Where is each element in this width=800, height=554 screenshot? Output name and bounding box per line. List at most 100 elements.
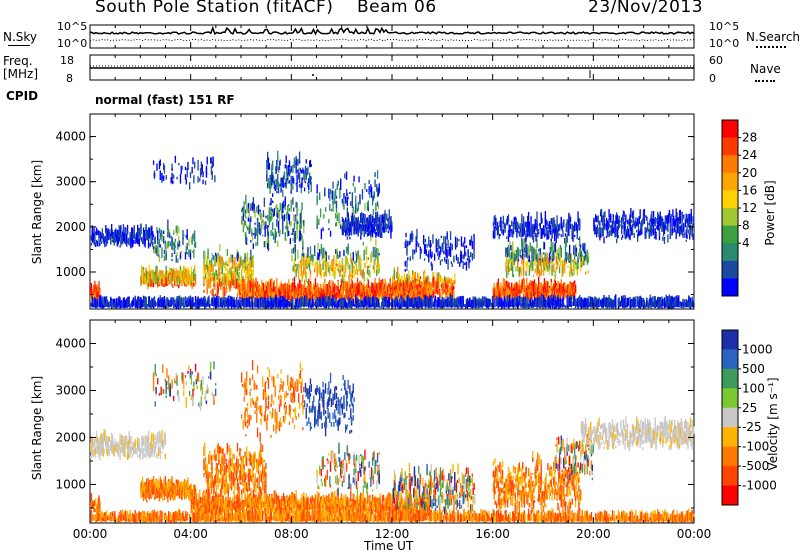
- power-mark: [356, 222, 359, 230]
- power-mark: [241, 284, 243, 292]
- power-mark: [537, 264, 539, 273]
- power-mark: [412, 274, 414, 280]
- power-mark: [177, 274, 179, 279]
- power-mark: [514, 249, 516, 253]
- power-mark: [188, 238, 190, 247]
- power-mark: [364, 203, 366, 211]
- power-mark: [497, 278, 500, 290]
- power-mark: [544, 282, 547, 293]
- power-mark: [284, 287, 286, 296]
- power-mark: [511, 229, 513, 233]
- power-mark: [245, 259, 247, 267]
- power-mark: [375, 241, 377, 246]
- power-mark: [376, 186, 379, 197]
- power-mark: [394, 291, 396, 299]
- power-mark: [209, 259, 211, 265]
- power-mark: [253, 281, 255, 291]
- power-mark: [112, 233, 115, 243]
- power-mark: [643, 208, 646, 218]
- power-mark: [377, 282, 380, 289]
- power-mark: [288, 204, 290, 207]
- power-mark: [507, 234, 510, 242]
- power-mark: [403, 272, 406, 283]
- power-mark: [356, 251, 359, 260]
- power-mark: [246, 264, 249, 272]
- power-mark: [361, 212, 363, 220]
- power-mark: [515, 266, 517, 272]
- power-panel: [89, 113, 695, 310]
- power-mark: [271, 288, 273, 292]
- power-mark: [243, 201, 245, 210]
- power-mark: [515, 282, 517, 289]
- power-mark: [238, 263, 240, 271]
- power-mark: [117, 300, 120, 308]
- power-mark: [107, 302, 109, 308]
- power-mark: [540, 228, 542, 239]
- power-mark: [324, 254, 327, 265]
- power-mark: [509, 227, 511, 232]
- power-mark: [163, 162, 165, 170]
- power-mark: [226, 249, 229, 257]
- power-mark: [381, 292, 383, 297]
- power-mark: [299, 287, 302, 297]
- power-mark: [372, 265, 375, 270]
- power-mark: [391, 224, 393, 232]
- power-mark: [160, 273, 162, 284]
- power-mark: [185, 278, 187, 284]
- power-mark: [307, 251, 309, 256]
- power-mark: [561, 263, 563, 274]
- power-mark: [314, 245, 316, 257]
- power-mark: [528, 255, 531, 263]
- power-mark: [331, 294, 333, 298]
- power-mark: [242, 284, 245, 291]
- power-mark: [142, 240, 144, 245]
- power-mark: [303, 261, 305, 268]
- power-mark: [318, 218, 320, 224]
- power-mark: [618, 221, 620, 229]
- power-mark: [376, 247, 378, 259]
- power-mark: [548, 230, 551, 233]
- power-mark: [373, 228, 375, 233]
- power-mark: [546, 220, 548, 227]
- power-mark: [441, 277, 443, 285]
- power-mark: [301, 253, 303, 262]
- power-mark: [249, 284, 251, 294]
- power-mark: [443, 250, 445, 255]
- power-mark: [218, 279, 220, 284]
- power-mark: [297, 269, 299, 274]
- power-mark: [422, 281, 424, 291]
- power-mark: [348, 274, 350, 285]
- power-mark: [137, 233, 139, 245]
- power-mark: [378, 296, 380, 303]
- power-mark: [272, 233, 275, 240]
- power-mark: [376, 219, 378, 229]
- power-mark: [619, 224, 621, 227]
- power-mark: [290, 283, 292, 293]
- power-mark: [525, 234, 527, 241]
- power-mark: [364, 214, 366, 223]
- power-mark: [144, 238, 146, 248]
- power-mark: [569, 261, 571, 263]
- power-mark: [154, 274, 156, 283]
- power-mark: [304, 290, 307, 297]
- power-mark: [660, 221, 662, 226]
- power-mark: [544, 233, 547, 237]
- power-mark: [288, 180, 291, 184]
- power-mark: [378, 222, 380, 229]
- power-mark: [297, 293, 299, 304]
- power-mark: [454, 280, 456, 285]
- power-mark: [281, 291, 283, 300]
- power-mark: [364, 292, 366, 296]
- power-mark: [317, 288, 319, 298]
- power-mark: [621, 217, 623, 222]
- power-mark: [692, 216, 694, 223]
- power-mark: [280, 188, 282, 193]
- power-mark: [571, 290, 573, 298]
- power-mark: [319, 291, 321, 296]
- power-mark: [244, 209, 246, 217]
- power-mark: [282, 182, 285, 188]
- power-mark: [316, 215, 318, 224]
- power-mark: [296, 286, 298, 295]
- power-mark: [468, 263, 470, 269]
- power-mark: [304, 165, 307, 174]
